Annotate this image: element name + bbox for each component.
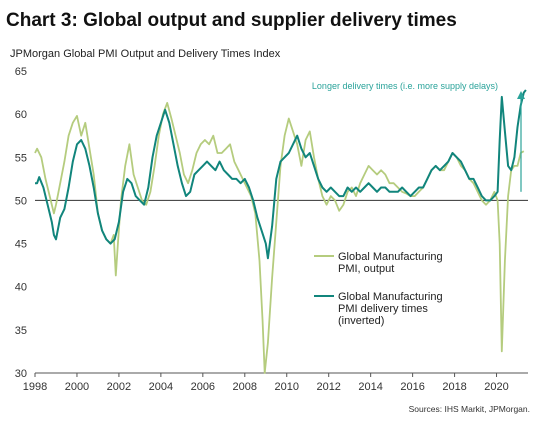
legend-label: (inverted) — [338, 315, 384, 327]
chart-title: Chart 3: Global output and supplier deli… — [6, 10, 457, 31]
y-tick-label: 60 — [15, 109, 27, 121]
y-tick-label: 65 — [15, 66, 27, 78]
y-tick-label: 45 — [15, 239, 27, 251]
series-delivery-times-line — [35, 89, 527, 260]
axes: 30 35 40 45 50 55 60 65 1998 2000 2002 2004 2006 2008… — [15, 66, 528, 393]
source-note: Sources: IHS Markit, JPMorgan. — [409, 404, 530, 414]
legend-label: PMI, output — [338, 263, 394, 275]
x-tick-label: 2000 — [65, 381, 89, 393]
series-output-line — [34, 102, 525, 374]
x-tick-label: 2016 — [400, 381, 424, 393]
x-tick-label: 2012 — [316, 381, 340, 393]
series-layer — [34, 89, 527, 374]
x-tick-label: 2010 — [275, 381, 299, 393]
legend-label: PMI delivery times — [338, 303, 428, 315]
x-tick-label: 2020 — [484, 381, 508, 393]
x-tick-label: 1998 — [23, 381, 47, 393]
legend-label: Global Manufacturing — [338, 291, 443, 303]
chart-subtitle: JPMorgan Global PMI Output and Delivery … — [10, 48, 281, 60]
y-tick-label: 50 — [15, 195, 27, 207]
y-tick-label: 35 — [15, 325, 27, 337]
x-tick-label: 2008 — [233, 381, 257, 393]
annotation: Longer delivery times (i.e. more supply … — [312, 81, 525, 192]
annotation-text: Longer delivery times (i.e. more supply … — [312, 81, 498, 91]
legend-label: Global Manufacturing — [338, 251, 443, 263]
x-tick-label: 2006 — [191, 381, 215, 393]
x-tick-label: 2014 — [358, 381, 382, 393]
x-tick-label: 2018 — [442, 381, 466, 393]
x-tick-label: 2002 — [107, 381, 131, 393]
x-tick-label: 2004 — [149, 381, 173, 393]
y-tick-label: 40 — [15, 282, 27, 294]
y-tick-label: 30 — [15, 368, 27, 380]
annotation-arrow-head — [517, 91, 525, 99]
y-tick-label: 55 — [15, 152, 27, 164]
